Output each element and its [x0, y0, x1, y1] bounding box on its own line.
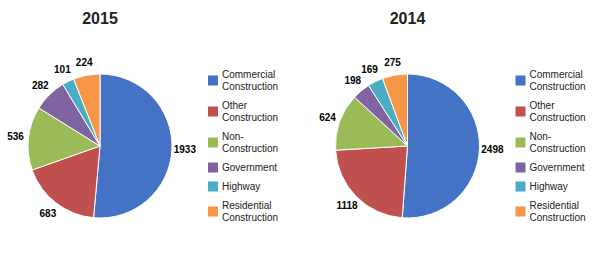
data-label: 624	[319, 112, 336, 123]
pie-panel: 201424981118624198169275CommercialConstr…	[319, 10, 585, 223]
legend-label-line: Non-	[530, 131, 552, 142]
legend-swatch	[208, 76, 218, 86]
legend-label-line: Highway	[530, 181, 568, 192]
pie-slice	[94, 74, 172, 218]
data-label: 275	[384, 57, 401, 68]
legend-swatch	[516, 138, 526, 148]
pie-slice	[383, 74, 408, 146]
legend-label-line: Non-	[222, 131, 244, 142]
legend-swatch	[208, 182, 218, 192]
data-label: 1933	[174, 144, 197, 155]
data-label: 683	[40, 208, 57, 219]
legend-label-line: Residential	[222, 200, 271, 211]
data-label: 2498	[481, 144, 504, 155]
legend-label: Government	[530, 162, 585, 173]
legend-swatch	[516, 76, 526, 86]
legend-label: OtherConstruction	[222, 100, 278, 123]
legend-label: OtherConstruction	[530, 100, 586, 123]
legend-label-line: Construction	[222, 81, 278, 92]
legend-label: Non-Construction	[530, 131, 586, 154]
legend-label-line: Commercial	[530, 69, 583, 80]
legend-swatch	[516, 182, 526, 192]
data-label: 198	[344, 75, 361, 86]
data-labels: 2498 1118 624 198169 275	[319, 57, 504, 211]
legend-label: Non-Construction	[222, 131, 278, 154]
legend-swatch	[516, 207, 526, 217]
legend-label-line: Construction	[222, 143, 278, 154]
legend-swatch	[208, 138, 218, 148]
legend-label: CommercialConstruction	[222, 69, 278, 92]
legend-swatch	[516, 163, 526, 173]
chart-title: 2014	[390, 10, 426, 27]
legend-label-line: Other	[530, 100, 556, 111]
legend-label-line: Other	[222, 100, 248, 111]
pie-slice	[74, 74, 100, 146]
data-label: 224	[76, 57, 93, 68]
legend-label: ResidentialConstruction	[222, 200, 278, 223]
legend-label-line: Construction	[222, 112, 278, 123]
legend-swatch	[516, 107, 526, 117]
legend-label: Highway	[530, 181, 568, 192]
data-labels: 1933 683 536 282 101 224	[7, 57, 196, 219]
legend-swatch	[208, 207, 218, 217]
legend-label-line: Commercial	[222, 69, 275, 80]
data-label: 282	[32, 80, 49, 91]
legend-label-line: Residential	[530, 200, 579, 211]
pie-slice	[402, 74, 479, 218]
slices	[336, 74, 480, 218]
legend-swatch	[208, 107, 218, 117]
legend-label-line: Construction	[530, 112, 586, 123]
legend: CommercialConstructionOtherConstructionN…	[516, 69, 586, 223]
legend-label: CommercialConstruction	[530, 69, 586, 92]
legend-label-line: Construction	[530, 143, 586, 154]
data-label: 536	[7, 131, 24, 142]
legend-label: ResidentialConstruction	[530, 200, 586, 223]
pie-slice	[336, 146, 408, 218]
pie-panel: 20151933683536282101224CommercialConstru…	[7, 10, 278, 223]
data-label: 1118	[336, 200, 358, 211]
legend-label-line: Highway	[222, 181, 260, 192]
legend-label: Highway	[222, 181, 260, 192]
legend-label-line: Construction	[530, 81, 586, 92]
legend-label-line: Construction	[530, 212, 586, 223]
slices	[28, 74, 172, 218]
data-label: 169	[361, 64, 378, 75]
chart-root: 20151933683536282101224CommercialConstru…	[0, 0, 615, 263]
legend-label-line: Government	[530, 162, 585, 173]
chart-title: 2015	[82, 10, 118, 27]
legend: CommercialConstructionOtherConstructionN…	[208, 69, 278, 223]
legend-label-line: Construction	[222, 212, 278, 223]
legend-label-line: Government	[222, 162, 277, 173]
data-label: 101	[54, 64, 71, 75]
legend-label: Government	[222, 162, 277, 173]
legend-swatch	[208, 163, 218, 173]
